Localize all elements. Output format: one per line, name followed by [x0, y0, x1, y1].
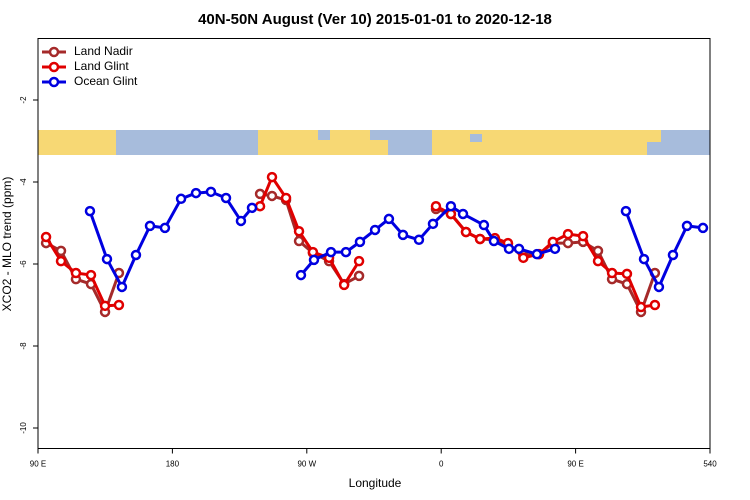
x-tick-label: 540	[703, 460, 717, 469]
x-tick-label: 90 E	[30, 460, 46, 469]
data-point	[308, 254, 320, 266]
data-point	[293, 235, 305, 247]
data-point	[638, 253, 650, 265]
data-point	[55, 255, 67, 267]
data-point	[70, 267, 82, 279]
data-point	[562, 237, 574, 249]
data-point	[397, 229, 409, 241]
data-point	[635, 301, 647, 313]
data-point	[478, 219, 490, 231]
data-point	[549, 243, 561, 255]
data-point	[101, 253, 113, 265]
data-point	[325, 246, 337, 258]
data-point	[159, 222, 171, 234]
data-point	[606, 267, 618, 279]
data-point	[697, 222, 709, 234]
plot-frame	[37, 38, 711, 449]
x-axis-label: Longitude	[349, 476, 402, 490]
data-point	[353, 270, 365, 282]
chart-title: 40N-50N August (Ver 10) 2015-01-01 to 20…	[198, 11, 552, 28]
data-point	[113, 299, 125, 311]
data-point	[531, 248, 543, 260]
legend-label: Land Glint	[74, 59, 129, 73]
data-point	[503, 243, 515, 255]
data-point	[474, 233, 486, 245]
data-point	[116, 281, 128, 293]
data-point	[577, 230, 589, 242]
data-point	[649, 299, 661, 311]
data-point	[144, 220, 156, 232]
y-tick-label: -2	[19, 96, 28, 104]
data-point	[266, 190, 278, 202]
data-point	[667, 249, 679, 261]
data-point	[430, 200, 442, 212]
data-point	[513, 243, 525, 255]
data-point	[413, 234, 425, 246]
x-tick-label: 90 W	[297, 460, 316, 469]
data-point	[427, 218, 439, 230]
data-point	[40, 231, 52, 243]
data-point	[460, 226, 472, 238]
data-point	[340, 246, 352, 258]
data-point	[518, 252, 529, 264]
data-point	[592, 245, 604, 257]
data-point	[353, 255, 365, 267]
data-point	[445, 200, 457, 212]
data-point	[246, 202, 258, 214]
data-point	[295, 269, 307, 281]
data-point	[457, 208, 469, 220]
data-point	[85, 269, 97, 281]
y-tick-label: -6	[19, 260, 28, 268]
data-point	[488, 235, 500, 247]
data-point	[266, 171, 278, 183]
data-point	[653, 281, 665, 293]
y-tick-label: -4	[19, 178, 28, 186]
x-tick-label: 0	[439, 460, 444, 469]
data-point	[175, 193, 187, 205]
y-axis-label: XCO2 - MLO trend (ppm)	[0, 177, 14, 312]
data-point	[354, 236, 366, 248]
x-tick-label: 180	[166, 460, 180, 469]
legend-marker	[48, 61, 60, 73]
x-tick-label: 90 E	[567, 460, 583, 469]
data-point	[681, 220, 693, 232]
data-point	[383, 213, 395, 225]
y-tick-label: -8	[19, 342, 28, 350]
data-point	[190, 187, 202, 199]
legend-label: Land Nadir	[74, 44, 133, 58]
legend-marker	[48, 46, 60, 58]
data-point	[84, 205, 96, 217]
legend-label: Ocean Glint	[74, 74, 138, 88]
y-tick-label: -10	[19, 422, 28, 434]
data-point	[293, 225, 305, 237]
data-point	[254, 200, 266, 212]
data-point	[338, 279, 350, 291]
data-point	[592, 255, 604, 267]
data-point	[99, 300, 111, 312]
data-point	[369, 224, 381, 236]
data-point	[205, 186, 217, 198]
data-point	[55, 245, 67, 257]
map-strip	[38, 130, 710, 155]
data-point	[220, 192, 232, 204]
data-point	[280, 192, 292, 204]
legend-marker	[48, 76, 60, 88]
data-point	[235, 215, 247, 227]
data-point	[562, 228, 574, 240]
data-point	[620, 205, 632, 217]
data-point	[621, 268, 633, 280]
data-point	[130, 249, 142, 261]
